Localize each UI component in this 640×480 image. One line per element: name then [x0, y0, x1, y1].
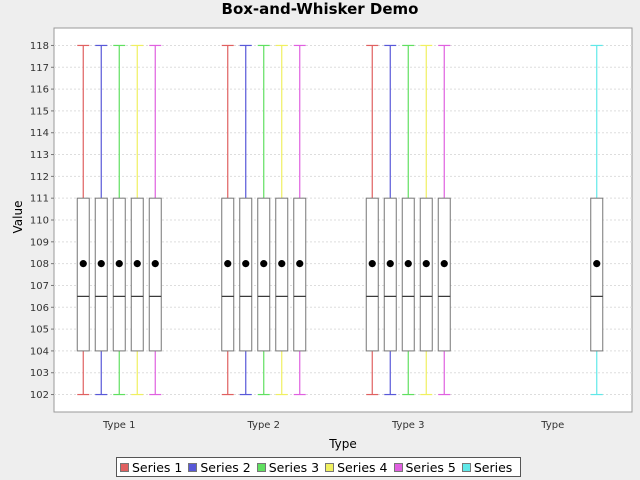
box-iqr	[76, 197, 90, 352]
legend-item: Series 1	[120, 460, 182, 475]
mean-marker	[133, 260, 141, 268]
mean-marker	[593, 260, 601, 268]
mean-marker	[115, 260, 123, 268]
box-iqr	[239, 197, 253, 352]
mean-marker	[386, 260, 394, 268]
box-series-2-1	[239, 44, 253, 396]
box-series-4-2	[419, 44, 433, 396]
mean-marker	[404, 260, 412, 268]
box-iqr	[112, 197, 126, 352]
box-iqr	[148, 197, 162, 352]
legend-swatch	[393, 462, 403, 472]
y-tick-label: 114	[30, 128, 49, 139]
x-tick-label: Type 2	[246, 420, 280, 431]
y-tick-label: 118	[30, 41, 49, 52]
box-series-4-1	[275, 44, 289, 396]
mean-marker	[260, 260, 268, 268]
mean-marker	[79, 260, 87, 268]
legend-item: Series 4	[325, 459, 388, 475]
x-tick-label: Type	[540, 420, 564, 431]
legend-swatch	[120, 462, 129, 472]
box-series-4-0	[130, 44, 144, 396]
box-series-5-2	[437, 44, 451, 396]
y-tick-label: 102	[30, 390, 49, 401]
box-series-1-1	[221, 44, 235, 396]
legend-item: Series	[461, 459, 513, 475]
legend-swatch	[188, 462, 198, 472]
legend-label: Series 2	[200, 459, 251, 475]
x-axis-label: Type	[328, 437, 357, 451]
y-tick-label: 116	[30, 85, 49, 96]
box-iqr	[130, 197, 144, 352]
mean-marker	[440, 260, 448, 268]
y-tick-label: 113	[30, 150, 49, 161]
box-iqr	[293, 197, 307, 352]
box-iqr	[257, 197, 271, 352]
mean-marker	[296, 260, 304, 268]
y-tick-label: 115	[30, 106, 49, 117]
mean-marker	[278, 260, 286, 268]
box-series-3-2	[401, 44, 415, 396]
y-tick-label: 112	[30, 172, 49, 183]
y-tick-label: 103	[30, 368, 49, 379]
box-iqr	[365, 197, 379, 352]
chart-title: Box-and-Whisker Demo	[222, 0, 419, 18]
mean-marker	[224, 260, 232, 268]
box-iqr	[94, 197, 108, 352]
legend-item: Series 3	[256, 459, 320, 475]
y-tick-label: 104	[30, 346, 49, 357]
legend-label: Series 4	[337, 459, 388, 475]
legend-label: Series	[473, 459, 513, 475]
x-tick-label: Type 1	[102, 420, 136, 431]
box-series-5-0	[148, 44, 162, 396]
box-series-1-2	[365, 44, 379, 396]
mean-marker	[422, 260, 430, 268]
legend-swatch	[325, 462, 335, 472]
box-iqr	[275, 197, 289, 352]
y-tick-label: 109	[30, 237, 49, 248]
box-iqr	[221, 197, 235, 352]
x-axis-ticks: Type 1 Type 2 Type 3 Type	[102, 420, 564, 431]
box-series-2-0	[94, 44, 108, 396]
mean-marker	[368, 260, 376, 268]
legend-swatch	[256, 462, 266, 472]
mean-marker	[242, 260, 250, 268]
y-axis-label: Value	[11, 201, 25, 234]
box-series-3-1	[257, 44, 271, 396]
box-series-1-0	[76, 44, 90, 396]
y-axis-ticks: 102 103 104 105 106 107 108 109 110 111 112 113 114 1…	[30, 41, 54, 401]
box-iqr	[590, 197, 604, 352]
y-tick-label: 110	[30, 216, 49, 227]
chart-legend: Series 1 Series 2 Series 3 Series 4 Series 5…	[116, 457, 521, 477]
box-iqr	[437, 197, 451, 352]
y-tick-label: 117	[30, 63, 49, 74]
legend-label: Series 1	[132, 459, 183, 475]
x-tick-label: Type 3	[391, 420, 425, 431]
box-iqr	[401, 197, 415, 352]
mean-marker	[97, 260, 105, 268]
legend-swatch	[461, 462, 471, 472]
y-tick-label: 105	[30, 325, 49, 336]
legend-label: Series 5	[405, 459, 456, 475]
box-series-5-1	[293, 44, 307, 396]
box-series-2-2	[383, 44, 397, 396]
y-tick-label: 111	[30, 194, 49, 205]
mean-marker	[151, 260, 159, 268]
box-series-3	[590, 44, 604, 396]
box-iqr	[419, 197, 433, 352]
box-series-3-0	[112, 44, 126, 396]
legend-item: Series 5	[393, 459, 456, 475]
legend-label: Series 3	[268, 459, 320, 475]
box-iqr	[383, 197, 397, 352]
y-tick-label: 107	[30, 281, 49, 292]
y-tick-label: 108	[30, 259, 49, 270]
legend-item: Series 2	[188, 459, 251, 475]
y-tick-label: 106	[30, 303, 49, 314]
box-series	[76, 44, 604, 396]
